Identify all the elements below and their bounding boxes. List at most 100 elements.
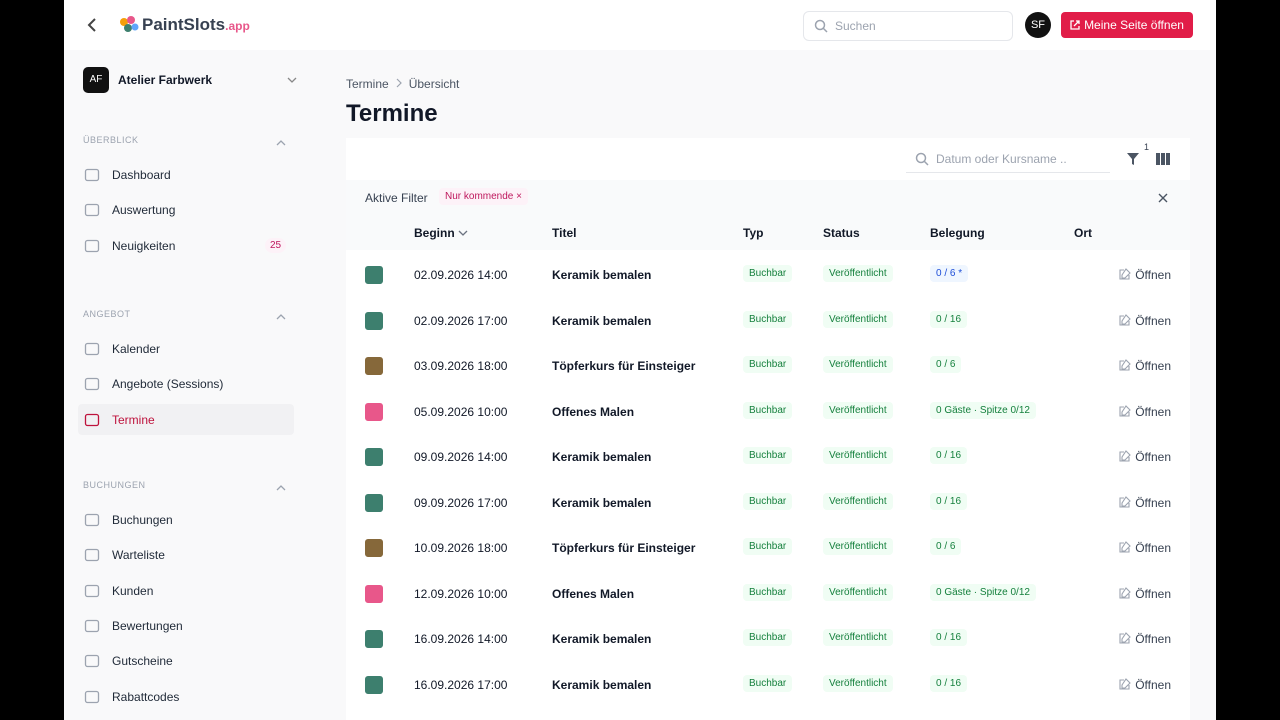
logo[interactable]: PaintSlots.app	[142, 15, 250, 35]
filter-bar: Aktive Filter Nur kommende ×	[346, 180, 1190, 215]
color-swatch	[365, 630, 383, 648]
occupancy-badge: 0 / 16	[930, 674, 968, 692]
section-title: BUCHUNGEN	[83, 480, 146, 490]
nav-item[interactable]: Kalender	[112, 342, 161, 356]
back-button[interactable]	[86, 17, 98, 33]
occupancy-badge: 0 / 16	[930, 492, 968, 510]
external-icon	[1070, 20, 1080, 30]
search-box[interactable]: Suchen	[803, 11, 1013, 41]
open-link[interactable]: Öffnen	[1119, 678, 1171, 692]
edit-icon	[1119, 541, 1131, 553]
color-swatch	[365, 266, 383, 284]
table-row[interactable]: 09.09.2026 14:00 Keramik bemalen Buchbar Ve…	[346, 435, 1190, 480]
table-search[interactable]: Datum oder Kursname ..	[906, 146, 1110, 173]
user-avatar[interactable]: SF	[1025, 12, 1051, 38]
status-badge: Veröffentlicht	[823, 265, 893, 282]
table-row[interactable]: 09.09.2026 17:00 Keramik bemalen Buchbar Ve…	[346, 481, 1190, 526]
type-badge: Buchbar	[743, 356, 793, 373]
open-label: Öffnen	[1135, 359, 1171, 373]
table-row[interactable]: 02.09.2026 17:00 Keramik bemalen Buchbar Ve…	[346, 299, 1190, 344]
open-label: Öffnen	[1135, 404, 1171, 419]
color-swatch	[365, 448, 383, 466]
table-row[interactable]: 05.09.2026 10:00 Offenes Malen Buchbar Verö…	[346, 390, 1190, 435]
column-header: Status	[823, 226, 860, 240]
table-row[interactable]: 03.09.2026 18:00 Töpferkurs für Einsteige…	[346, 344, 1190, 389]
open-label: Öffnen	[1135, 313, 1171, 328]
open-link[interactable]: Öffnen	[1119, 405, 1171, 419]
type-badge: Buchbar	[743, 674, 793, 692]
column-header: Titel	[552, 226, 577, 240]
open-link[interactable]: Öffnen	[1119, 359, 1171, 373]
edit-icon	[1119, 586, 1131, 599]
edit-icon	[1119, 359, 1131, 371]
status-badge: Veröffentlicht	[823, 538, 893, 555]
open-link[interactable]: Öffnen	[1119, 632, 1171, 646]
edit-icon	[1119, 450, 1131, 462]
open-label: Öffnen	[1135, 541, 1171, 555]
nav-icon	[84, 655, 100, 668]
top-bar: PaintSlots.app Suchen SF Meine Seite öff…	[64, 0, 1216, 50]
title: Offenes Malen	[552, 586, 635, 601]
open-link[interactable]: Öffnen	[1119, 450, 1171, 464]
workspace-name[interactable]: Atelier Farbwerk	[118, 73, 213, 87]
filter-count: 1	[1144, 142, 1150, 152]
filter-chip[interactable]: Nur kommende ×	[439, 188, 528, 205]
nav-item[interactable]: Rabattcodes	[112, 689, 180, 704]
section-toggle[interactable]	[276, 479, 286, 491]
occupancy-badge: 0 Gäste · Spitze 0/12	[930, 583, 1036, 601]
nav-item[interactable]: Dashboard	[112, 168, 171, 182]
nav-icon	[84, 690, 100, 703]
table-row[interactable]: 02.09.2026 14:00 Keramik bemalen Buchbar Ve…	[346, 253, 1190, 298]
breadcrumb-sep	[396, 78, 402, 88]
nav-item[interactable]: Buchungen	[112, 513, 173, 527]
title: Töpferkurs für Einsteiger	[552, 359, 696, 373]
begin: 09.09.2026 17:00	[414, 495, 508, 510]
type-badge: Buchbar	[743, 629, 793, 646]
begin: 02.09.2026 14:00	[414, 268, 508, 282]
open-link[interactable]: Öffnen	[1119, 314, 1171, 328]
occupancy-badge: 0 / 16	[930, 629, 968, 646]
table-row[interactable]: 16.09.2026 17:00 Keramik bemalen Buchbar Ve…	[346, 663, 1190, 708]
open-link[interactable]: Öffnen	[1119, 268, 1171, 282]
nav-item[interactable]: Termine	[112, 412, 155, 427]
main: Termine Übersicht Termine Datum oder Kurs…	[346, 50, 1216, 720]
page-title: Termine	[346, 100, 438, 127]
workspace-chevron[interactable]	[287, 76, 297, 84]
nav-item[interactable]: Bewertungen	[112, 618, 183, 633]
nav-item[interactable]: Warteliste	[112, 548, 165, 563]
nav-item[interactable]: Gutscheine	[112, 654, 173, 669]
occupancy-badge: 0 / 6	[930, 538, 962, 555]
open-link[interactable]: Öffnen	[1119, 496, 1171, 510]
clear-filters[interactable]	[1158, 193, 1168, 203]
section-toggle[interactable]	[276, 308, 286, 320]
type-badge: Buchbar	[743, 265, 793, 282]
table-row[interactable]: 10.09.2026 18:00 Töpferkurs für Einsteige…	[346, 526, 1190, 571]
type-badge: Buchbar	[743, 538, 793, 555]
columns-button[interactable]	[1156, 153, 1170, 165]
status-badge: Veröffentlicht	[823, 674, 893, 692]
open-link[interactable]: Öffnen	[1119, 587, 1171, 601]
column-header[interactable]: Beginn	[414, 226, 468, 240]
nav-item[interactable]: Angebote (Sessions)	[112, 377, 224, 392]
app: PaintSlots.app Suchen SF Meine Seite öff…	[64, 0, 1216, 720]
table-row[interactable]: 12.09.2026 10:00 Offenes Malen Buchbar Verö…	[346, 572, 1190, 617]
begin: 05.09.2026 10:00	[414, 404, 508, 419]
filter-button[interactable]	[1126, 152, 1140, 166]
nav-item[interactable]: Kunden	[112, 583, 154, 598]
color-swatch	[365, 584, 383, 603]
open-label: Öffnen	[1135, 677, 1171, 692]
open-link[interactable]: Öffnen	[1119, 541, 1171, 555]
sidebar: AF Atelier Farbwerk ÜBERBLICK Dashboard Au…	[64, 50, 310, 720]
edit-icon	[1119, 677, 1131, 690]
nav-item[interactable]: Neuigkeiten	[112, 238, 176, 253]
section-title: ANGEBOT	[83, 309, 131, 319]
open-label: Öffnen	[1135, 632, 1171, 646]
status-badge: Veröffentlicht	[823, 356, 893, 373]
title: Keramik bemalen	[552, 677, 652, 692]
nav-active-bg	[78, 403, 294, 435]
nav-item[interactable]: Auswertung	[112, 203, 176, 218]
breadcrumb-item[interactable]: Termine	[346, 77, 389, 91]
section-toggle[interactable]	[276, 134, 286, 146]
open-page-button[interactable]: Meine Seite öffnen	[1061, 12, 1193, 38]
table-row[interactable]: 16.09.2026 14:00 Keramik bemalen Buchbar Ve…	[346, 617, 1190, 662]
